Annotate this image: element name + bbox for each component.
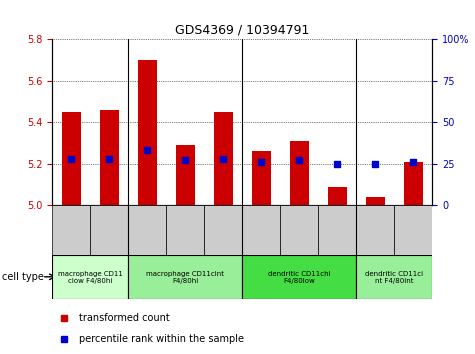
Bar — [90, 205, 128, 255]
Bar — [280, 205, 318, 255]
Bar — [128, 205, 166, 255]
Bar — [366, 197, 385, 205]
Bar — [356, 205, 394, 255]
Text: transformed count: transformed count — [79, 313, 170, 323]
Text: dendritic CD11ci
nt F4/80int: dendritic CD11ci nt F4/80int — [365, 270, 423, 284]
Title: GDS4369 / 10394791: GDS4369 / 10394791 — [175, 23, 309, 36]
Bar — [242, 205, 280, 255]
Text: macrophage CD11cint
F4/80hi: macrophage CD11cint F4/80hi — [146, 270, 224, 284]
Bar — [290, 141, 309, 205]
Bar — [52, 205, 90, 255]
Text: percentile rank within the sample: percentile rank within the sample — [79, 334, 244, 344]
Text: macrophage CD11
clow F4/80hi: macrophage CD11 clow F4/80hi — [58, 270, 123, 284]
Bar — [52, 255, 128, 299]
Bar — [100, 110, 119, 205]
Bar — [62, 112, 81, 205]
Bar — [214, 112, 233, 205]
Bar — [356, 255, 432, 299]
Bar — [242, 255, 356, 299]
Bar — [394, 205, 432, 255]
Text: dendritic CD11chi
F4/80low: dendritic CD11chi F4/80low — [268, 270, 331, 284]
Bar — [166, 205, 204, 255]
Bar — [318, 205, 356, 255]
Bar — [176, 145, 195, 205]
Bar — [404, 162, 423, 205]
Bar — [252, 151, 271, 205]
Bar — [128, 255, 242, 299]
Text: cell type: cell type — [2, 272, 44, 282]
Bar — [328, 187, 347, 205]
Bar — [204, 205, 242, 255]
Bar — [138, 60, 157, 205]
